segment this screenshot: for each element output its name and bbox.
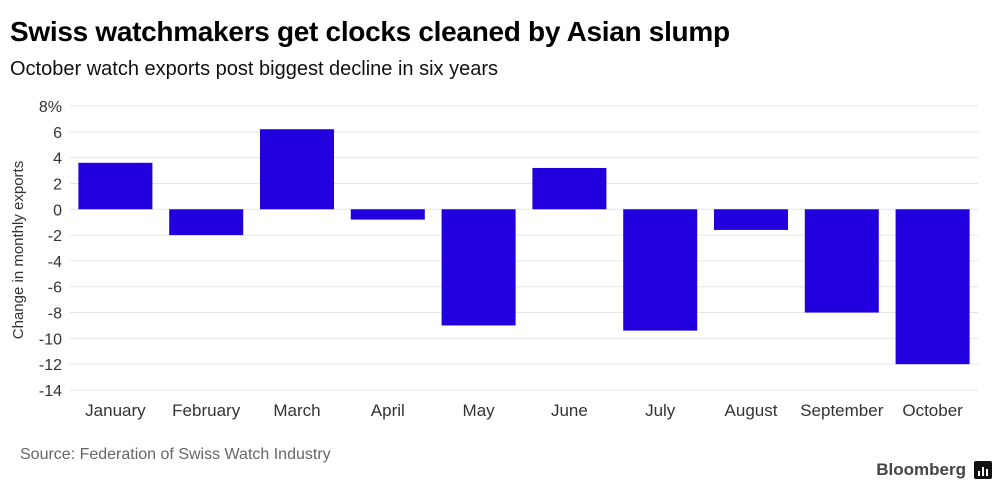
y-tick-label: 4: [53, 151, 62, 168]
bar-chart-icon: [974, 461, 992, 479]
y-tick-label: 6: [53, 125, 62, 142]
x-tick-label: March: [273, 401, 320, 420]
y-tick-label: 0: [53, 202, 62, 219]
x-tick-label: May: [463, 401, 496, 420]
x-tick-label: February: [172, 401, 241, 420]
bar-july: [623, 209, 698, 331]
x-tick-label: September: [800, 401, 883, 420]
y-tick-label: -8: [48, 306, 62, 323]
y-tick-label: -14: [39, 383, 62, 400]
y-tick-label: -6: [48, 280, 62, 297]
brand-name: Bloomberg: [876, 460, 966, 479]
y-tick-label: 2: [53, 176, 62, 193]
bar-may: [441, 209, 516, 326]
bar-september: [804, 209, 879, 313]
bar-june: [532, 167, 607, 210]
x-tick-label: June: [551, 401, 588, 420]
y-tick-label: -12: [39, 357, 62, 374]
y-tick-label: -10: [39, 331, 62, 348]
x-tick-label: April: [371, 401, 405, 420]
source-note: Source: Federation of Swiss Watch Indust…: [20, 446, 331, 463]
bar-october: [895, 209, 970, 365]
brand-logo: Bloomberg: [876, 460, 992, 480]
x-axis-ticks: January February March April May June July Augu…: [85, 401, 963, 420]
bar-august: [714, 209, 788, 230]
y-tick-label: -4: [48, 254, 62, 271]
bar-april: [350, 209, 425, 220]
chart-subtitle: October watch exports post biggest decli…: [10, 58, 499, 80]
x-tick-label: July: [645, 401, 676, 420]
y-axis-ticks: 8% 6 4 2 0 -2 -4 -6 -8 -10 -12 -14: [39, 99, 62, 400]
bar-january: [78, 162, 153, 210]
x-tick-label: August: [725, 401, 778, 420]
y-tick-label: 8%: [39, 99, 62, 116]
bar-march: [260, 129, 334, 210]
x-tick-label: October: [902, 401, 963, 420]
bar-series: [78, 129, 970, 365]
y-tick-label: -2: [48, 228, 62, 245]
x-tick-label: January: [85, 401, 146, 420]
y-axis-label: Change in monthly exports: [10, 161, 27, 339]
chart-title: Swiss watchmakers get clocks cleaned by …: [10, 16, 730, 47]
bar-february: [169, 209, 244, 236]
